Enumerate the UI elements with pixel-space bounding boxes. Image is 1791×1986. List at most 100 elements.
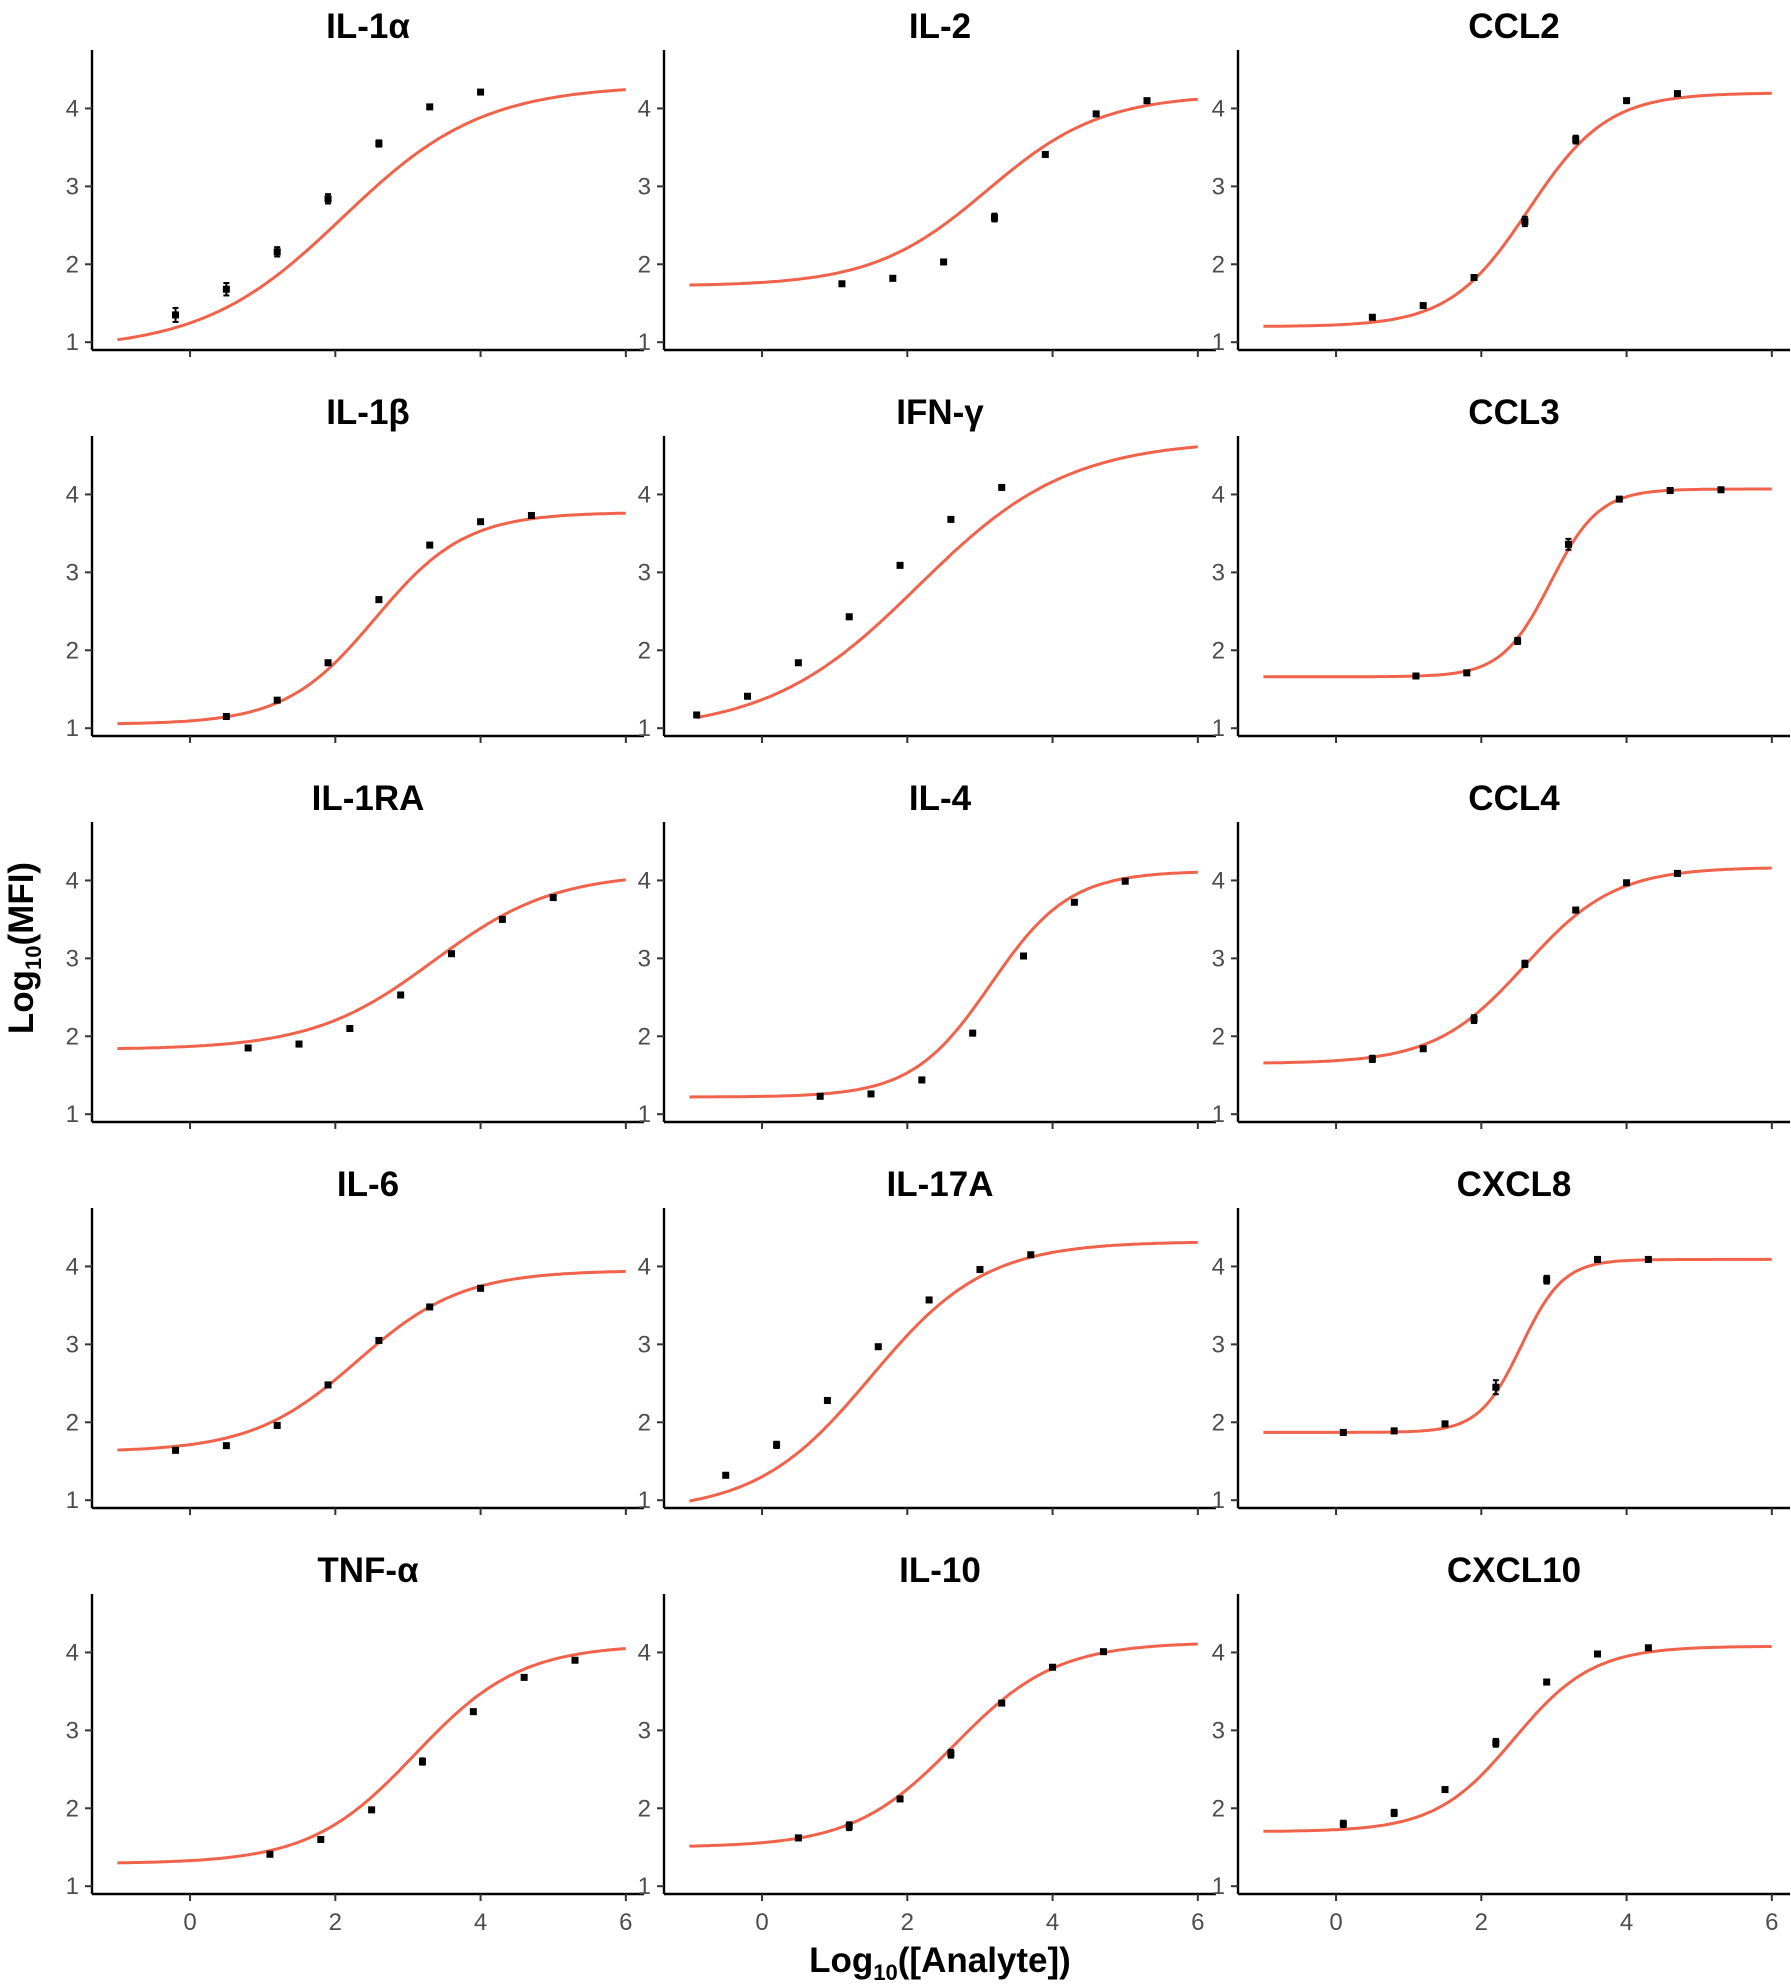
y-tick-label: 2 bbox=[66, 1409, 79, 1436]
data-point bbox=[845, 1822, 853, 1830]
x-tick-label: 2 bbox=[901, 1909, 914, 1936]
y-tick-label: 1 bbox=[638, 1873, 651, 1900]
y-tick-label: 3 bbox=[66, 945, 79, 972]
data-point bbox=[375, 596, 383, 604]
panel: IL-4 1 2 3 4 bbox=[638, 779, 1216, 1129]
panel-title: IL-1α bbox=[326, 7, 410, 46]
data-point bbox=[477, 1284, 485, 1292]
data-point bbox=[1121, 877, 1129, 885]
panel: IL-1β 1 2 3 4 bbox=[66, 393, 644, 743]
panel: IL-2 1 2 3 4 bbox=[638, 7, 1216, 357]
data-point bbox=[1463, 669, 1471, 677]
panel-title: CXCL10 bbox=[1447, 1551, 1581, 1590]
x-tick-label: 4 bbox=[1046, 1909, 1059, 1936]
fit-curve bbox=[1263, 1257, 1772, 1434]
fit-curve bbox=[696, 445, 1198, 720]
y-tick-label: 2 bbox=[66, 1023, 79, 1050]
data-point bbox=[896, 561, 904, 569]
data-point bbox=[1441, 1786, 1449, 1794]
data-point bbox=[397, 991, 405, 999]
data-point bbox=[947, 515, 955, 523]
y-tick-label: 3 bbox=[638, 1331, 651, 1358]
y-tick-label: 3 bbox=[66, 559, 79, 586]
y-tick-label: 4 bbox=[1212, 95, 1225, 122]
panel: CCL3 1 2 3 4 bbox=[1212, 393, 1790, 743]
y-tick-label: 1 bbox=[638, 1487, 651, 1514]
data-point bbox=[969, 1029, 977, 1037]
data-point bbox=[1390, 1809, 1398, 1817]
panel: IL-6 1 2 3 4 bbox=[66, 1165, 644, 1515]
data-point bbox=[794, 1834, 802, 1842]
data-point bbox=[222, 285, 230, 293]
data-point bbox=[1644, 1644, 1652, 1652]
fit-curve bbox=[117, 88, 626, 342]
y-tick-label: 2 bbox=[638, 1023, 651, 1050]
data-point bbox=[1368, 1055, 1376, 1063]
fit-curve bbox=[689, 97, 1198, 287]
data-point bbox=[426, 541, 434, 549]
fit-curve bbox=[689, 1240, 1198, 1503]
panel-title: CCL3 bbox=[1468, 393, 1559, 432]
data-point bbox=[273, 696, 281, 704]
data-point bbox=[1717, 486, 1725, 494]
data-point bbox=[477, 518, 485, 526]
y-tick-label: 4 bbox=[66, 1639, 79, 1666]
data-point bbox=[1099, 1648, 1107, 1656]
y-tick-label: 4 bbox=[66, 1253, 79, 1280]
data-point bbox=[990, 214, 998, 222]
panel-title: CXCL8 bbox=[1457, 1165, 1572, 1204]
data-point bbox=[448, 950, 456, 958]
data-point bbox=[1092, 110, 1100, 118]
data-point bbox=[845, 613, 853, 621]
data-point bbox=[222, 1442, 230, 1450]
data-point bbox=[418, 1758, 426, 1766]
panel-title: IL-1β bbox=[326, 393, 410, 432]
panel: CCL2 1 2 3 4 bbox=[1212, 7, 1790, 357]
data-point bbox=[498, 915, 506, 923]
data-point bbox=[794, 659, 802, 667]
panel-title: IL-1RA bbox=[312, 779, 425, 818]
data-point bbox=[838, 280, 846, 288]
x-tick-label: 2 bbox=[329, 1909, 342, 1936]
data-point bbox=[1572, 136, 1580, 144]
data-point bbox=[1521, 960, 1529, 968]
y-tick-label: 2 bbox=[66, 637, 79, 664]
data-point bbox=[744, 692, 752, 700]
data-point bbox=[172, 311, 180, 319]
data-point bbox=[1572, 906, 1580, 914]
x-tick-label: 4 bbox=[1620, 1909, 1633, 1936]
panel-title: IL-10 bbox=[899, 1551, 981, 1590]
y-tick-label: 1 bbox=[1212, 1101, 1225, 1128]
data-point bbox=[1666, 487, 1674, 495]
data-point bbox=[426, 103, 434, 111]
y-tick-label: 3 bbox=[638, 173, 651, 200]
y-tick-label: 2 bbox=[638, 1409, 651, 1436]
panel-title: IL-17A bbox=[887, 1165, 994, 1204]
data-point bbox=[520, 1673, 528, 1681]
y-tick-label: 2 bbox=[638, 637, 651, 664]
y-tick-label: 2 bbox=[1212, 251, 1225, 278]
y-tick-label: 1 bbox=[66, 329, 79, 356]
x-tick-label: 6 bbox=[1765, 1909, 1778, 1936]
data-point bbox=[1049, 1663, 1057, 1671]
y-tick-label: 2 bbox=[66, 1795, 79, 1822]
data-point bbox=[375, 1336, 383, 1344]
data-point bbox=[1543, 1276, 1551, 1284]
y-tick-label: 1 bbox=[638, 1101, 651, 1128]
data-point bbox=[816, 1092, 824, 1100]
panel-title: IL-2 bbox=[909, 7, 971, 46]
panel-title: CCL4 bbox=[1468, 779, 1560, 818]
fit-curve bbox=[1263, 91, 1772, 328]
data-point bbox=[273, 1421, 281, 1429]
y-tick-label: 1 bbox=[638, 329, 651, 356]
y-tick-label: 3 bbox=[1212, 173, 1225, 200]
data-point bbox=[549, 894, 557, 902]
data-point bbox=[273, 248, 281, 256]
y-tick-label: 4 bbox=[1212, 867, 1225, 894]
x-tick-label: 0 bbox=[755, 1909, 768, 1936]
fit-curve bbox=[117, 1269, 626, 1452]
y-tick-label: 4 bbox=[638, 1639, 651, 1666]
panel-title: IL-6 bbox=[337, 1165, 399, 1204]
data-point bbox=[925, 1296, 933, 1304]
